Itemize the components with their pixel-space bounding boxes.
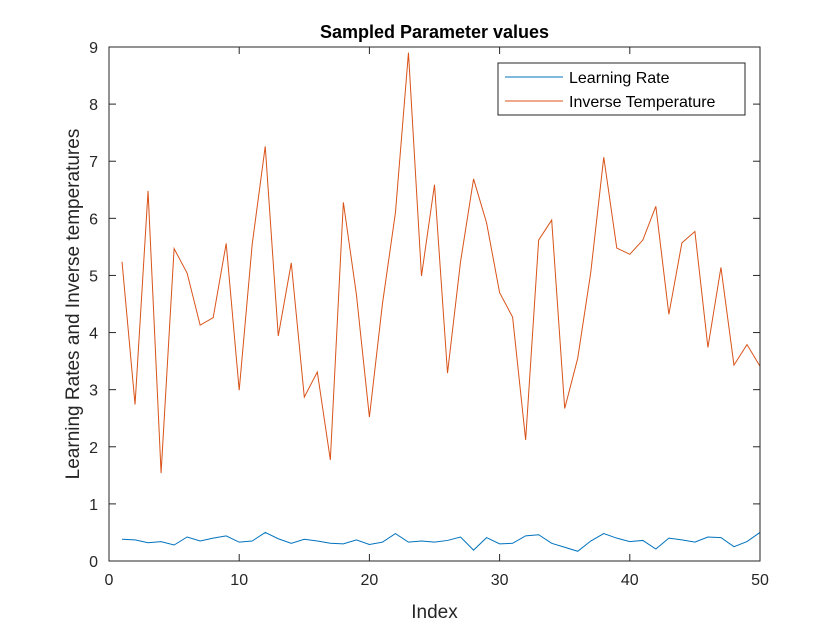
legend-label-0: Learning Rate xyxy=(569,70,670,87)
x-tick-label: 20 xyxy=(361,572,379,589)
series-layer xyxy=(121,52,761,552)
y-tick-label: 6 xyxy=(89,211,98,228)
x-tick-label: 50 xyxy=(751,572,769,589)
y-tick-label: 0 xyxy=(89,554,98,571)
y-tick-label: 2 xyxy=(89,440,98,457)
legend-box xyxy=(497,62,746,116)
y-tick-label: 5 xyxy=(89,268,98,285)
plot-frame xyxy=(108,46,761,562)
tick-layer: 0 10 20 30 40 50 0 1 2 3 4 5 6 7 8 9 xyxy=(89,40,769,589)
x-tick-label: 30 xyxy=(491,572,509,589)
y-axis-label: Learning Rates and Inverse temperatures xyxy=(63,129,84,480)
plot-area xyxy=(109,47,760,561)
y-tick-label: 7 xyxy=(89,154,98,171)
legend-label-1: Inverse Temperature xyxy=(569,94,716,111)
y-tick-label: 4 xyxy=(89,326,98,343)
series-line-1 xyxy=(121,52,761,474)
y-tick-label: 3 xyxy=(89,383,98,400)
x-tick-label: 0 xyxy=(105,572,114,589)
legend: Learning Rate Inverse Temperature xyxy=(497,62,746,116)
chart-title: Sampled Parameter values xyxy=(320,22,549,42)
y-tick-label: 1 xyxy=(89,497,98,514)
series-line-0 xyxy=(121,531,761,552)
x-tick-label: 40 xyxy=(621,572,639,589)
y-tick-label: 8 xyxy=(89,97,98,114)
x-tick-label: 10 xyxy=(230,572,248,589)
x-axis-label: Index xyxy=(411,602,458,623)
y-tick-label: 9 xyxy=(89,40,98,57)
